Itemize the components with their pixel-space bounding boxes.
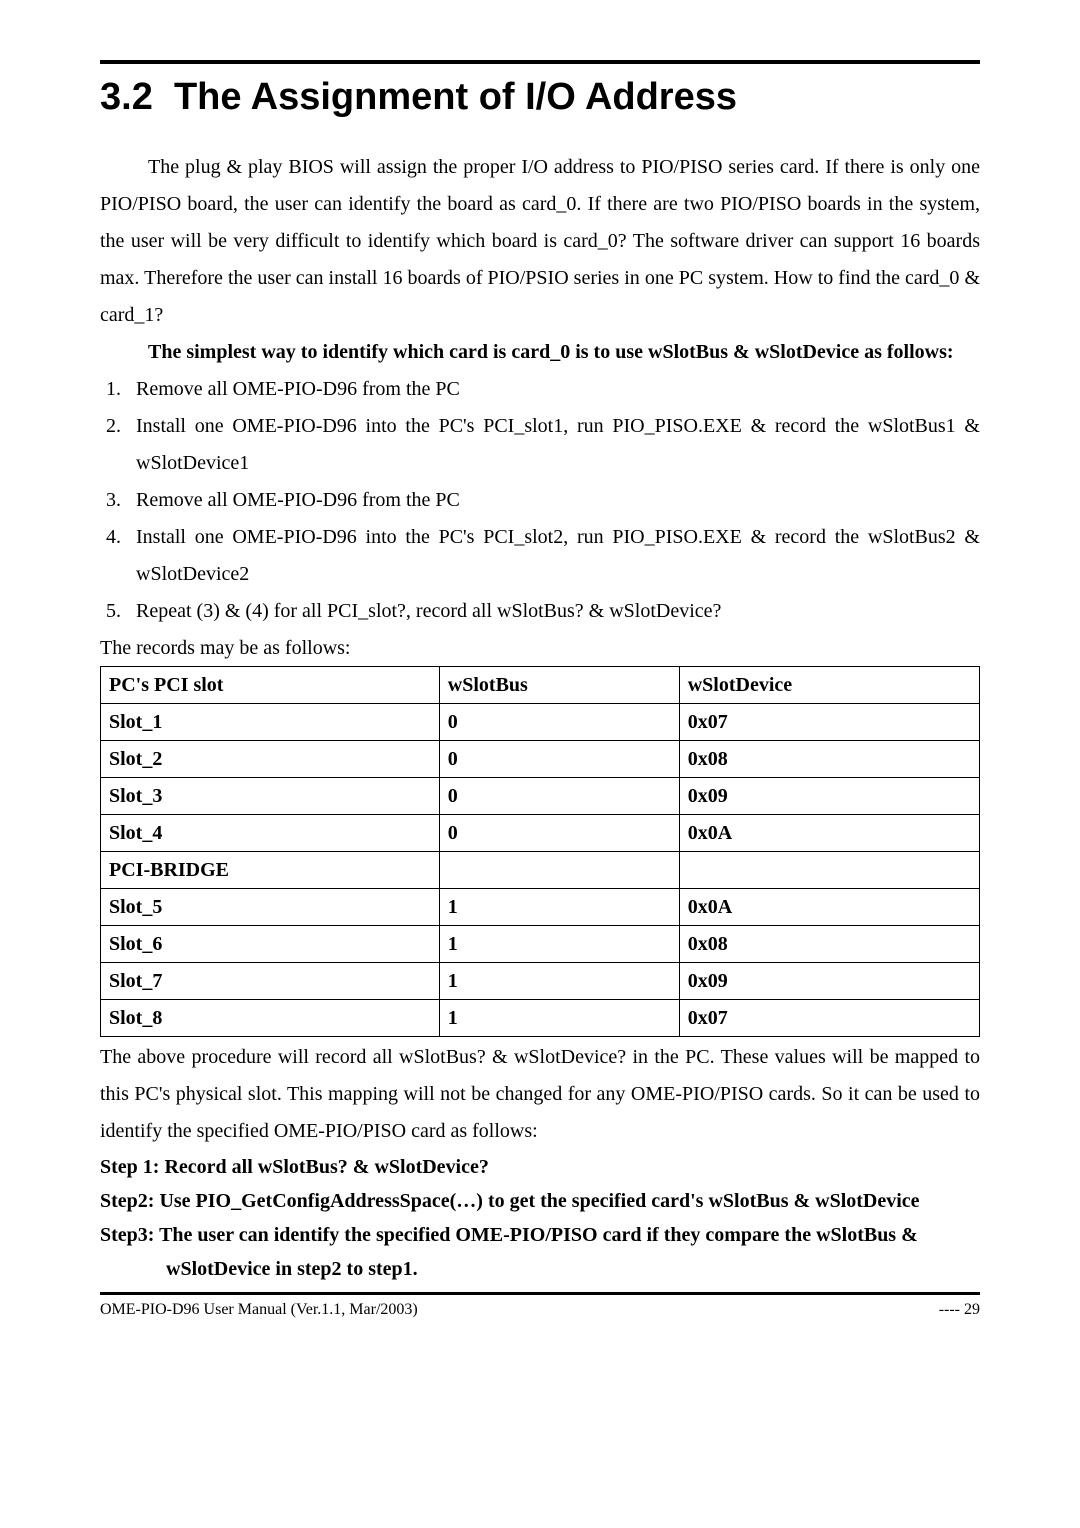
cell-device: 0x09 — [679, 778, 979, 815]
cell-bus: 0 — [439, 704, 679, 741]
cell-bus: 1 — [439, 1000, 679, 1037]
footer-left: OME-PIO-D96 User Manual (Ver.1.1, Mar/20… — [100, 1301, 418, 1319]
slot-table: PC's PCI slot wSlotBus wSlotDevice Slot_… — [100, 666, 980, 1037]
cell-device — [679, 852, 979, 889]
cell-device: 0x08 — [679, 741, 979, 778]
cell-device: 0x0A — [679, 815, 979, 852]
cell-slot: PCI-BRIDGE — [101, 852, 440, 889]
cell-slot: Slot_4 — [101, 815, 440, 852]
procedure-item-1: Remove all OME-PIO-D96 from the PC — [126, 371, 980, 408]
procedure-list: Remove all OME-PIO-D96 from the PC Insta… — [100, 371, 980, 630]
section-title-text: The Assignment of I/O Address — [174, 76, 737, 118]
procedure-item-5: Repeat (3) & (4) for all PCI_slot?, reco… — [126, 593, 980, 630]
table-row: Slot_1 0 0x07 — [101, 704, 980, 741]
intro-paragraph-1: The plug & play BIOS will assign the pro… — [100, 149, 980, 334]
page-footer: OME-PIO-D96 User Manual (Ver.1.1, Mar/20… — [100, 1301, 980, 1319]
cell-bus: 0 — [439, 778, 679, 815]
cell-slot: Slot_3 — [101, 778, 440, 815]
procedure-item-3: Remove all OME-PIO-D96 from the PC — [126, 482, 980, 519]
records-intro-line: The records may be as follows: — [100, 630, 980, 666]
cell-device: 0x07 — [679, 1000, 979, 1037]
cell-bus: 1 — [439, 926, 679, 963]
page: 3.2 The Assignment of I/O Address The pl… — [0, 0, 1080, 1528]
final-step-2: Step2: Use PIO_GetConfigAddressSpace(…) … — [100, 1184, 980, 1218]
cell-slot: Slot_6 — [101, 926, 440, 963]
procedure-item-4: Install one OME-PIO-D96 into the PC's PC… — [126, 519, 980, 593]
table-row: Slot_3 0 0x09 — [101, 778, 980, 815]
table-header-slot: PC's PCI slot — [101, 667, 440, 704]
section-number: 3.2 — [100, 76, 153, 118]
cell-device: 0x0A — [679, 889, 979, 926]
table-header-bus: wSlotBus — [439, 667, 679, 704]
cell-device: 0x07 — [679, 704, 979, 741]
table-row: Slot_4 0 0x0A — [101, 815, 980, 852]
cell-bus: 0 — [439, 741, 679, 778]
after-table-paragraph: The above procedure will record all wSlo… — [100, 1039, 980, 1150]
procedure-item-2: Install one OME-PIO-D96 into the PC's PC… — [126, 408, 980, 482]
top-rule — [100, 60, 980, 64]
final-steps: Step 1: Record all wSlotBus? & wSlotDevi… — [100, 1150, 980, 1286]
table-row: Slot_6 1 0x08 — [101, 926, 980, 963]
intro-paragraph-2: The simplest way to identify which card … — [100, 334, 980, 371]
table-header-device: wSlotDevice — [679, 667, 979, 704]
section-heading: 3.2 The Assignment of I/O Address — [100, 76, 980, 119]
footer-page-number: ---- 29 — [939, 1301, 980, 1319]
table-row: Slot_8 1 0x07 — [101, 1000, 980, 1037]
final-step-1: Step 1: Record all wSlotBus? & wSlotDevi… — [100, 1150, 980, 1184]
footer-rule — [100, 1292, 980, 1295]
table-header-row: PC's PCI slot wSlotBus wSlotDevice — [101, 667, 980, 704]
cell-device: 0x09 — [679, 963, 979, 1000]
cell-bus: 1 — [439, 963, 679, 1000]
cell-slot: Slot_7 — [101, 963, 440, 1000]
final-step-3: Step3: The user can identify the specifi… — [100, 1218, 980, 1286]
cell-slot: Slot_8 — [101, 1000, 440, 1037]
table-row: Slot_2 0 0x08 — [101, 741, 980, 778]
cell-slot: Slot_1 — [101, 704, 440, 741]
cell-bus: 0 — [439, 815, 679, 852]
cell-device: 0x08 — [679, 926, 979, 963]
cell-bus: 1 — [439, 889, 679, 926]
cell-slot: Slot_2 — [101, 741, 440, 778]
table-row: PCI-BRIDGE — [101, 852, 980, 889]
table-row: Slot_5 1 0x0A — [101, 889, 980, 926]
table-row: Slot_7 1 0x09 — [101, 963, 980, 1000]
cell-slot: Slot_5 — [101, 889, 440, 926]
cell-bus — [439, 852, 679, 889]
